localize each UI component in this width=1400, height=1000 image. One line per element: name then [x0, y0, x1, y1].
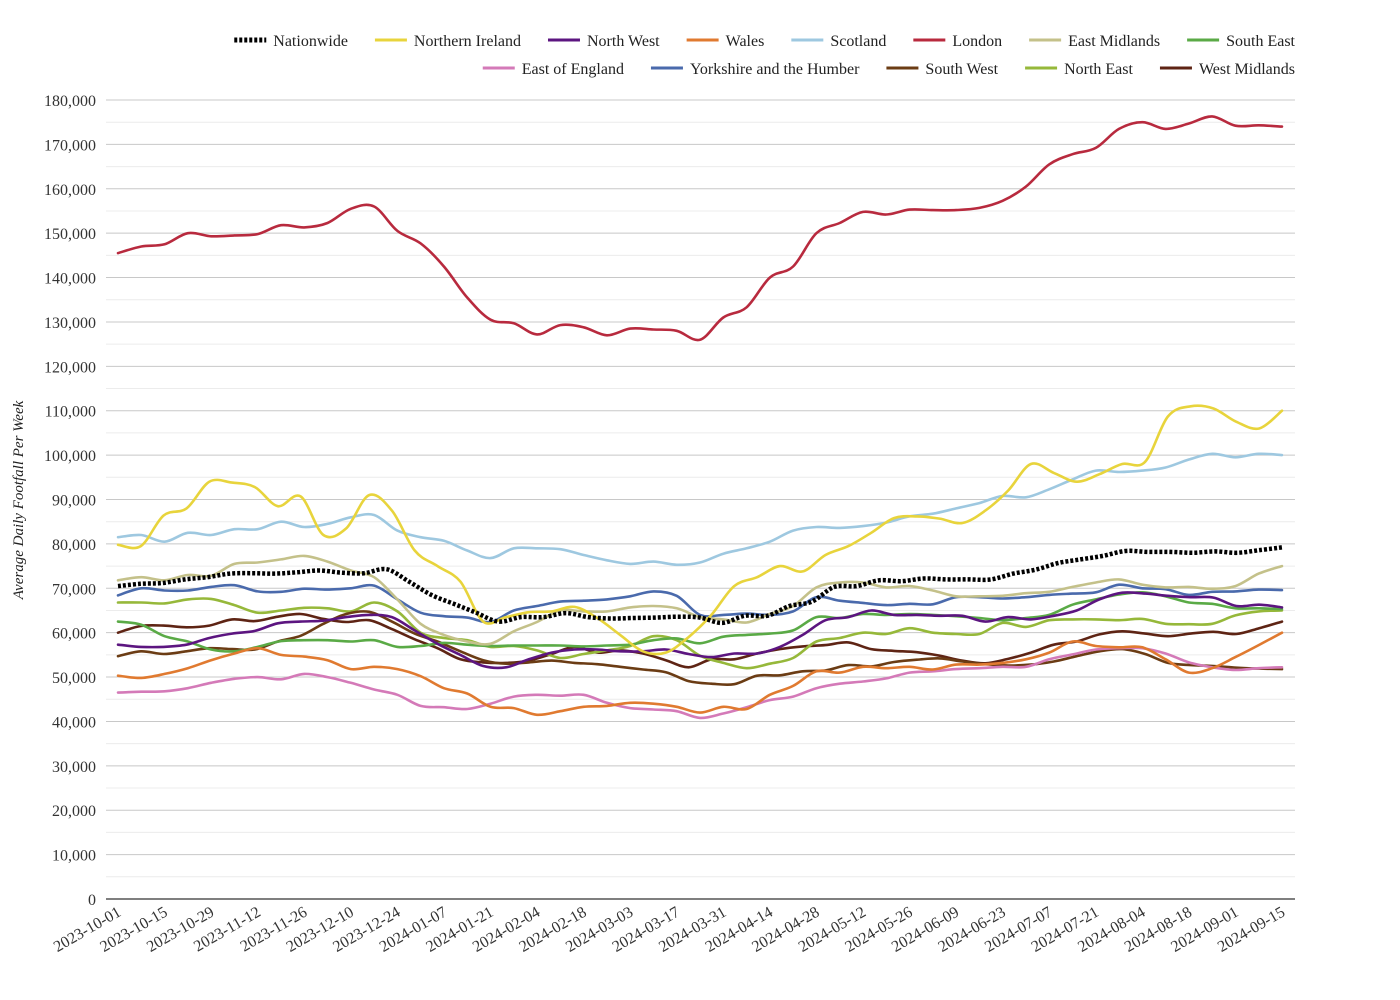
y-tick-label: 30,000	[52, 759, 96, 776]
series-line-scotland	[116, 452, 1284, 567]
y-tick-label: 0	[88, 892, 96, 909]
y-axis-title: Average Daily Footfall Per Week	[11, 400, 27, 600]
legend-label: Yorkshire and the Humber	[690, 61, 860, 78]
y-tick-label: 110,000	[45, 404, 96, 421]
legend-label: South West	[925, 61, 998, 78]
y-tick-label: 140,000	[44, 271, 96, 288]
legend-item-wales: Wales	[686, 33, 765, 50]
y-tick-label: 100,000	[44, 448, 96, 465]
series-line-nationwide	[117, 545, 1283, 626]
legend-label: Nationwide	[273, 33, 348, 50]
legend-label: London	[952, 33, 1002, 50]
y-tick-label: 50,000	[52, 670, 96, 687]
legend: Nationwide Northern Ireland North West Wale…	[234, 33, 1296, 78]
legend-item-east-of-england: East of England	[482, 61, 624, 78]
legend-label: Wales	[726, 33, 765, 50]
legend-label: North East	[1064, 61, 1133, 78]
legend-item-east-midlands: East Midlands	[1029, 33, 1160, 50]
legend-label: South East	[1226, 33, 1295, 50]
legend-item-south-east: South East	[1187, 33, 1296, 50]
y-tick-label: 70,000	[52, 581, 96, 598]
legend-item-london: London	[913, 33, 1002, 50]
y-tick-label: 160,000	[44, 182, 96, 199]
series-line-south-west	[116, 610, 1284, 687]
legend-item-north-east: North East	[1025, 61, 1134, 78]
legend-item-scotland: Scotland	[791, 33, 886, 50]
y-tick-label: 10,000	[52, 848, 96, 865]
axis-labels: 0 10,000 20,000 30,000 40,000 50,000 60,000 70,…	[44, 93, 1288, 956]
series-lines	[116, 115, 1284, 720]
legend-label: East Midlands	[1068, 33, 1160, 50]
y-tick-label: 130,000	[44, 315, 96, 332]
legend-item-west-midlands: West Midlands	[1159, 61, 1295, 78]
legend-item-northern-ireland: Northern Ireland	[374, 33, 521, 50]
y-tick-label: 80,000	[52, 537, 96, 554]
y-tick-label: 20,000	[52, 803, 96, 820]
y-tick-label: 60,000	[52, 626, 96, 643]
series-line-east-of-england	[116, 646, 1284, 720]
series-line-yorkshire-and-the-humber	[116, 583, 1284, 624]
series-line-east-midlands	[116, 554, 1284, 646]
y-tick-label: 120,000	[44, 359, 96, 376]
legend-item-nationwide: Nationwide	[234, 33, 348, 50]
series-line-west-midlands	[116, 612, 1284, 669]
y-tick-label: 40,000	[52, 714, 96, 731]
series-line-south-east	[116, 590, 1284, 653]
series-line-wales	[116, 631, 1284, 717]
series-line-london	[116, 115, 1284, 342]
y-tick-label: 170,000	[44, 137, 96, 154]
legend-item-south-west: South West	[886, 61, 999, 78]
legend-label: Scotland	[830, 33, 886, 50]
y-tick-label: 180,000	[44, 93, 96, 110]
legend-item-yorkshire-and-the-humber: Yorkshire and the Humber	[650, 61, 860, 78]
legend-label: East of England	[522, 61, 624, 78]
legend-label: West Midlands	[1199, 61, 1295, 78]
y-tick-label: 90,000	[52, 493, 96, 510]
gridlines	[106, 99, 1295, 878]
series-line-northern-ireland	[116, 404, 1284, 656]
y-tick-label: 150,000	[44, 226, 96, 243]
series-line-north-west	[116, 591, 1284, 670]
legend-label: Northern Ireland	[414, 33, 521, 50]
legend-label: North West	[587, 33, 660, 50]
legend-item-north-west: North West	[547, 33, 660, 50]
